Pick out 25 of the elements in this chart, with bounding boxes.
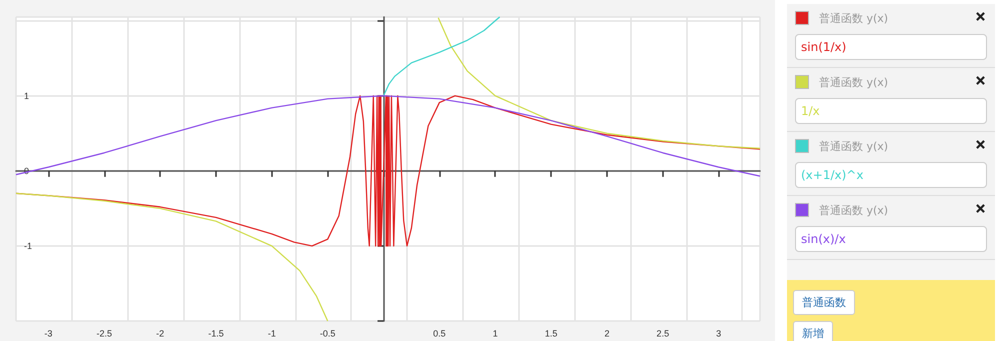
text: 普通函数 y(x) [819,140,888,152]
text: sin(x)/x [795,226,987,252]
text: 普通函数 y(x) [819,204,888,216]
x-tick-label: 1 [492,328,498,338]
text: 普通函数 y(x) [819,76,888,88]
x-tick-label: -1.5 [208,328,224,338]
text: 新增 [793,321,833,341]
x-tick-label: -2.5 [96,328,112,338]
y-tick-label: -1 [24,240,32,251]
x-tick-label: -2 [156,328,164,338]
y-tick-label: 1 [24,90,30,101]
text: 1/x [795,98,987,124]
x-tick-label: 1.5 [544,328,558,338]
x-tick-label: 3 [716,328,722,338]
text: 普通函数 [793,290,855,315]
text: 普通函数 y(x) [819,10,888,26]
x-tick-label: -0.5 [320,328,336,338]
x-tick-label: -1 [268,328,276,338]
x-tick-label: 0.5 [433,328,446,338]
text: (x+1/x)^x [795,162,987,188]
x-tick-label: 2.5 [656,328,670,338]
x-tick-label: -3 [44,328,52,338]
x-tick-label: 2 [604,328,610,338]
line-series [382,16,500,96]
text: sin(1/x) [795,34,987,60]
